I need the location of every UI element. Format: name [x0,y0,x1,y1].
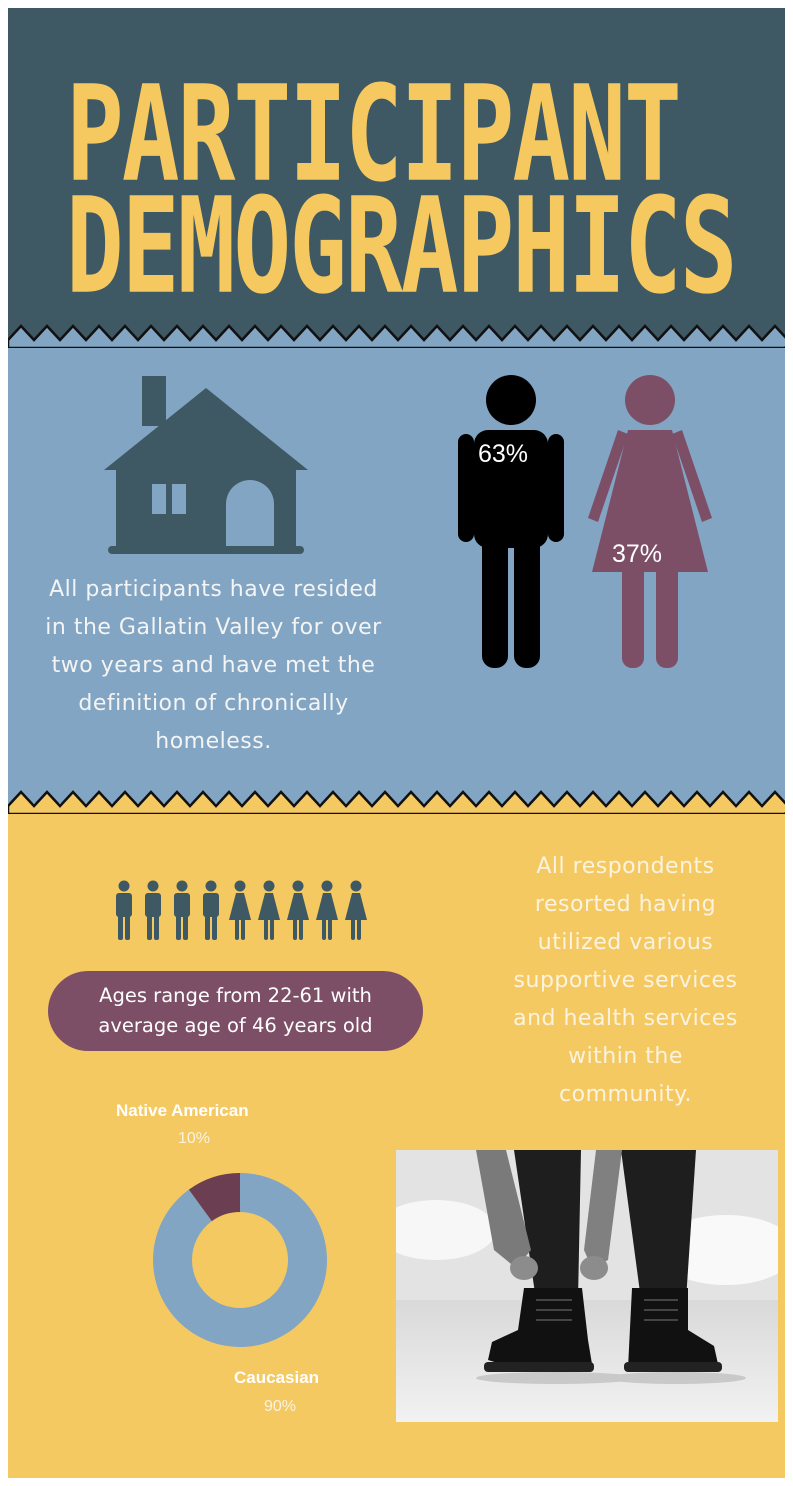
services-description: All respondents resorted having utilized… [488,848,763,1114]
donut-slice-caucasian [152,1173,327,1347]
page-title-line-1: PARTICIPANT [66,56,682,212]
female-person-icon [229,880,251,940]
residence-description: All participants have resided in the Gal… [26,571,401,761]
header-section [8,8,785,338]
zigzag-divider-bottom [8,790,785,814]
infographic: PARTICIPANT DEMOGRAPHICS All participant… [8,8,785,1478]
female-person-icon [316,880,338,940]
services-line: All respondents [536,854,715,879]
residence-line: in the Gallatin Valley for over [45,615,382,640]
services-line: within the [568,1044,683,1069]
age-line-1: Ages range from 22-61 with [99,984,372,1007]
female-percentage: 37% [612,540,663,568]
services-line: utilized various [537,930,714,955]
slice-pct-native-american: 10% [178,1130,211,1147]
age-icon-row [116,880,367,940]
age-line-2: average age of 46 years old [98,1014,373,1037]
residence-line: two years and have met the [51,653,376,678]
services-line: supportive services [513,968,738,993]
male-person-icon [174,880,190,940]
page-title-line-2: DEMOGRAPHICS [66,168,738,324]
male-figure-icon [458,375,564,668]
female-person-icon [258,880,280,940]
female-person-icon [287,880,309,940]
services-line: resorted having [534,892,717,917]
house-icon [104,376,308,554]
residence-line: homeless. [155,729,272,754]
services-line: and health services [513,1006,738,1031]
female-person-icon [345,880,367,940]
male-person-icon [116,880,132,940]
ethnicity-donut-chart [152,1173,327,1347]
donut-slice-native-american [188,1173,240,1222]
male-person-icon [203,880,219,940]
female-figure-icon [588,375,712,668]
slice-label-caucasian: Caucasian [234,1368,320,1387]
slice-pct-caucasian: 90% [264,1398,297,1415]
age-range-pill: Ages range from 22-61 with average age o… [48,971,423,1051]
boots-photo [396,1150,778,1422]
male-person-icon [145,880,161,940]
residence-line: All participants have resided [49,577,378,602]
residence-line: definition of chronically [78,691,349,716]
slice-label-native-american: Native American [116,1101,249,1120]
services-line: community. [559,1082,692,1107]
male-percentage: 63% [478,440,529,468]
zigzag-divider-top [8,324,785,348]
